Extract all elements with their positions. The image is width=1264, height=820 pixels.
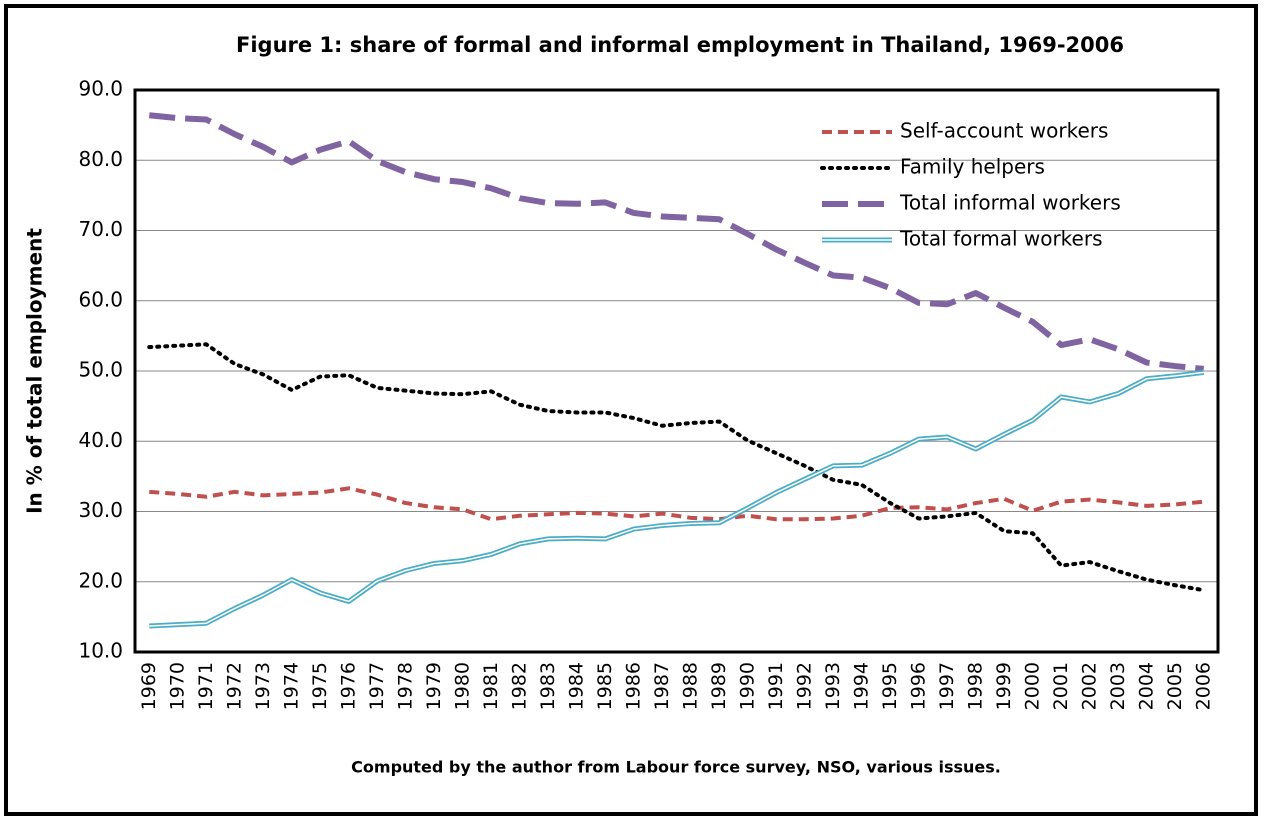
y-tick-label: 30.0 (78, 498, 123, 522)
x-tick-label: 1996 (907, 662, 929, 710)
series-line (148, 112, 1205, 372)
series-line-inner (149, 371, 1204, 627)
lines (147, 112, 1206, 629)
y-tick-label: 20.0 (78, 568, 123, 592)
x-tick-label: 1984 (565, 662, 587, 710)
x-tick-label: 1979 (423, 662, 445, 710)
x-tick-label: 1972 (223, 662, 245, 710)
x-tick-label: 1997 (936, 662, 958, 710)
x-tick-label: 1976 (337, 662, 359, 710)
x-tick-label: 2002 (1078, 662, 1100, 710)
plot-border (133, 88, 1220, 654)
x-tick-label: 1998 (964, 662, 986, 710)
series-line (149, 486, 1204, 522)
x-tick-label: 1974 (280, 662, 302, 710)
legend-label: Family helpers (900, 155, 1045, 179)
y-tick-label: 10.0 (78, 639, 123, 663)
grid: 10.0 20.0 30.0 40.0 50.0 60.0 70.0 80.0 90.0 1969… (78, 77, 1218, 710)
x-tick-label: 1971 (195, 662, 217, 710)
legend-label: Total formal workers (899, 227, 1103, 251)
x-tick-label: 2003 (1107, 662, 1129, 710)
x-tick-label: 1983 (537, 662, 559, 710)
y-tick-label: 50.0 (78, 358, 123, 382)
x-tick-label: 1982 (508, 662, 530, 710)
x-tick-label: 2006 (1192, 662, 1214, 710)
x-tick-label: 1995 (879, 662, 901, 710)
x-tick-label: 2004 (1135, 662, 1157, 710)
x-tick-label: 1994 (850, 662, 872, 710)
x-tick-label: 1973 (252, 662, 274, 710)
y-tick-label: 60.0 (78, 287, 123, 311)
x-tick-label: 1990 (736, 662, 758, 710)
x-tick-label: 1993 (822, 662, 844, 710)
x-tick-label: 1999 (993, 662, 1015, 710)
x-tick-label: 1978 (394, 662, 416, 710)
x-tick-label: 1989 (708, 662, 730, 710)
x-tick-label: 1969 (138, 662, 160, 710)
x-tick-label: 1988 (679, 662, 701, 710)
x-tick-label: 1992 (793, 662, 815, 710)
legend-label: Total informal workers (899, 191, 1121, 215)
y-tick-label: 90.0 (78, 77, 123, 101)
x-tick-label: 1975 (309, 662, 331, 710)
x-tick-label: 1987 (651, 662, 673, 710)
y-tick-label: 70.0 (78, 217, 123, 241)
x-tick-label: 1970 (166, 662, 188, 710)
x-tick-label: 1986 (622, 662, 644, 710)
chart-title: Figure 1: share of formal and informal e… (236, 33, 1124, 57)
x-tick-label: 2000 (1021, 662, 1043, 710)
y-tick-label: 80.0 (78, 147, 123, 171)
x-tick-label: 2001 (1050, 662, 1072, 710)
x-tick-label: 2005 (1164, 662, 1186, 710)
legend-label: Self-account workers (900, 119, 1108, 143)
x-tick-label: 1981 (480, 662, 502, 710)
legend: Self-account workers Family helpers Total … (820, 119, 1121, 251)
y-tick-label: 40.0 (78, 428, 123, 452)
y-axis-label: In % of total employment (23, 228, 47, 514)
annotation: Computed by the author from Labour force… (351, 758, 1001, 777)
x-tick-label: 1991 (765, 662, 787, 710)
series-line (147, 342, 1206, 593)
x-tick-label: 1977 (366, 662, 388, 710)
x-tick-label: 1980 (451, 662, 473, 710)
x-tick-label: 1985 (594, 662, 616, 710)
